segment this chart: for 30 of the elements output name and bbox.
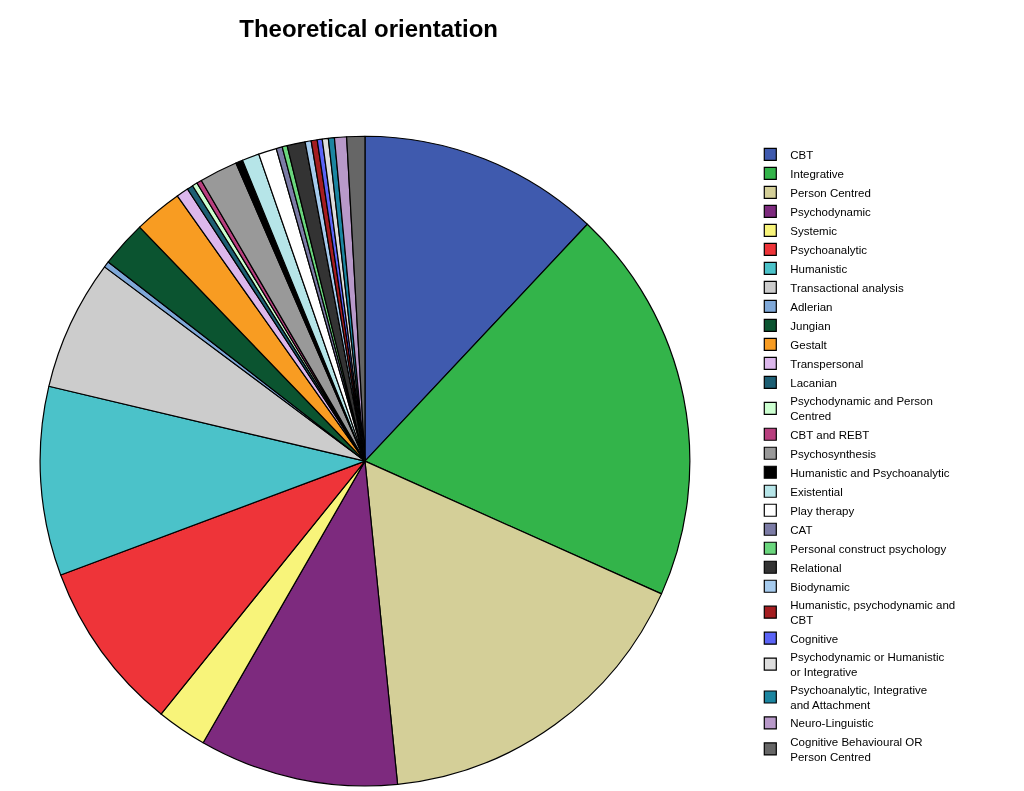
- legend-label: Jungian: [790, 319, 831, 332]
- legend-label: Lacanian: [790, 376, 837, 389]
- legend-label: Humanistic and Psychoanalytic: [790, 466, 950, 479]
- legend-label: Transpersonal: [790, 357, 864, 370]
- legend-label: Play therapy: [790, 504, 855, 517]
- legend-label: Gestalt: [790, 338, 828, 351]
- legend-label: Relational: [790, 561, 842, 574]
- legend-label: Existential: [790, 485, 843, 498]
- chart-title: Theoretical orientation: [239, 14, 498, 42]
- legend-label: Adlerian: [790, 300, 833, 313]
- legend-label: Cognitive Behavioural OR Person Centred: [790, 735, 923, 763]
- legend-label: Integrative: [790, 167, 844, 180]
- legend-label: Humanistic, psychodynamic and CBT: [790, 599, 956, 627]
- legend-label: Psychodynamic or Humanistic or Integrative: [790, 651, 945, 679]
- legend-label: Psychosynthesis: [790, 447, 877, 460]
- legend-label: CBT and REBT: [790, 428, 870, 441]
- legend-label: Person Centred: [790, 186, 871, 199]
- legend-label: Transactional analysis: [790, 281, 904, 294]
- legend-label: Humanistic: [790, 262, 848, 275]
- legend-label: Systemic: [790, 224, 838, 237]
- legend-label: CBT: [790, 148, 814, 161]
- legend-label: Cognitive: [790, 632, 839, 645]
- legend-label: Psychodynamic and Person Centred: [790, 395, 933, 423]
- legend-label: Neuro-Linguistic: [790, 717, 874, 730]
- legend-label: Biodynamic: [790, 580, 850, 593]
- legend-label: CAT: [790, 523, 813, 536]
- legend-label: Psychoanalytic: [790, 243, 868, 256]
- legend-label: Psychodynamic: [790, 205, 872, 218]
- legend-label: Personal construct psychology: [790, 542, 947, 555]
- legend-label: Psychoanalytic, Integrative and Attachment: [790, 684, 928, 711]
